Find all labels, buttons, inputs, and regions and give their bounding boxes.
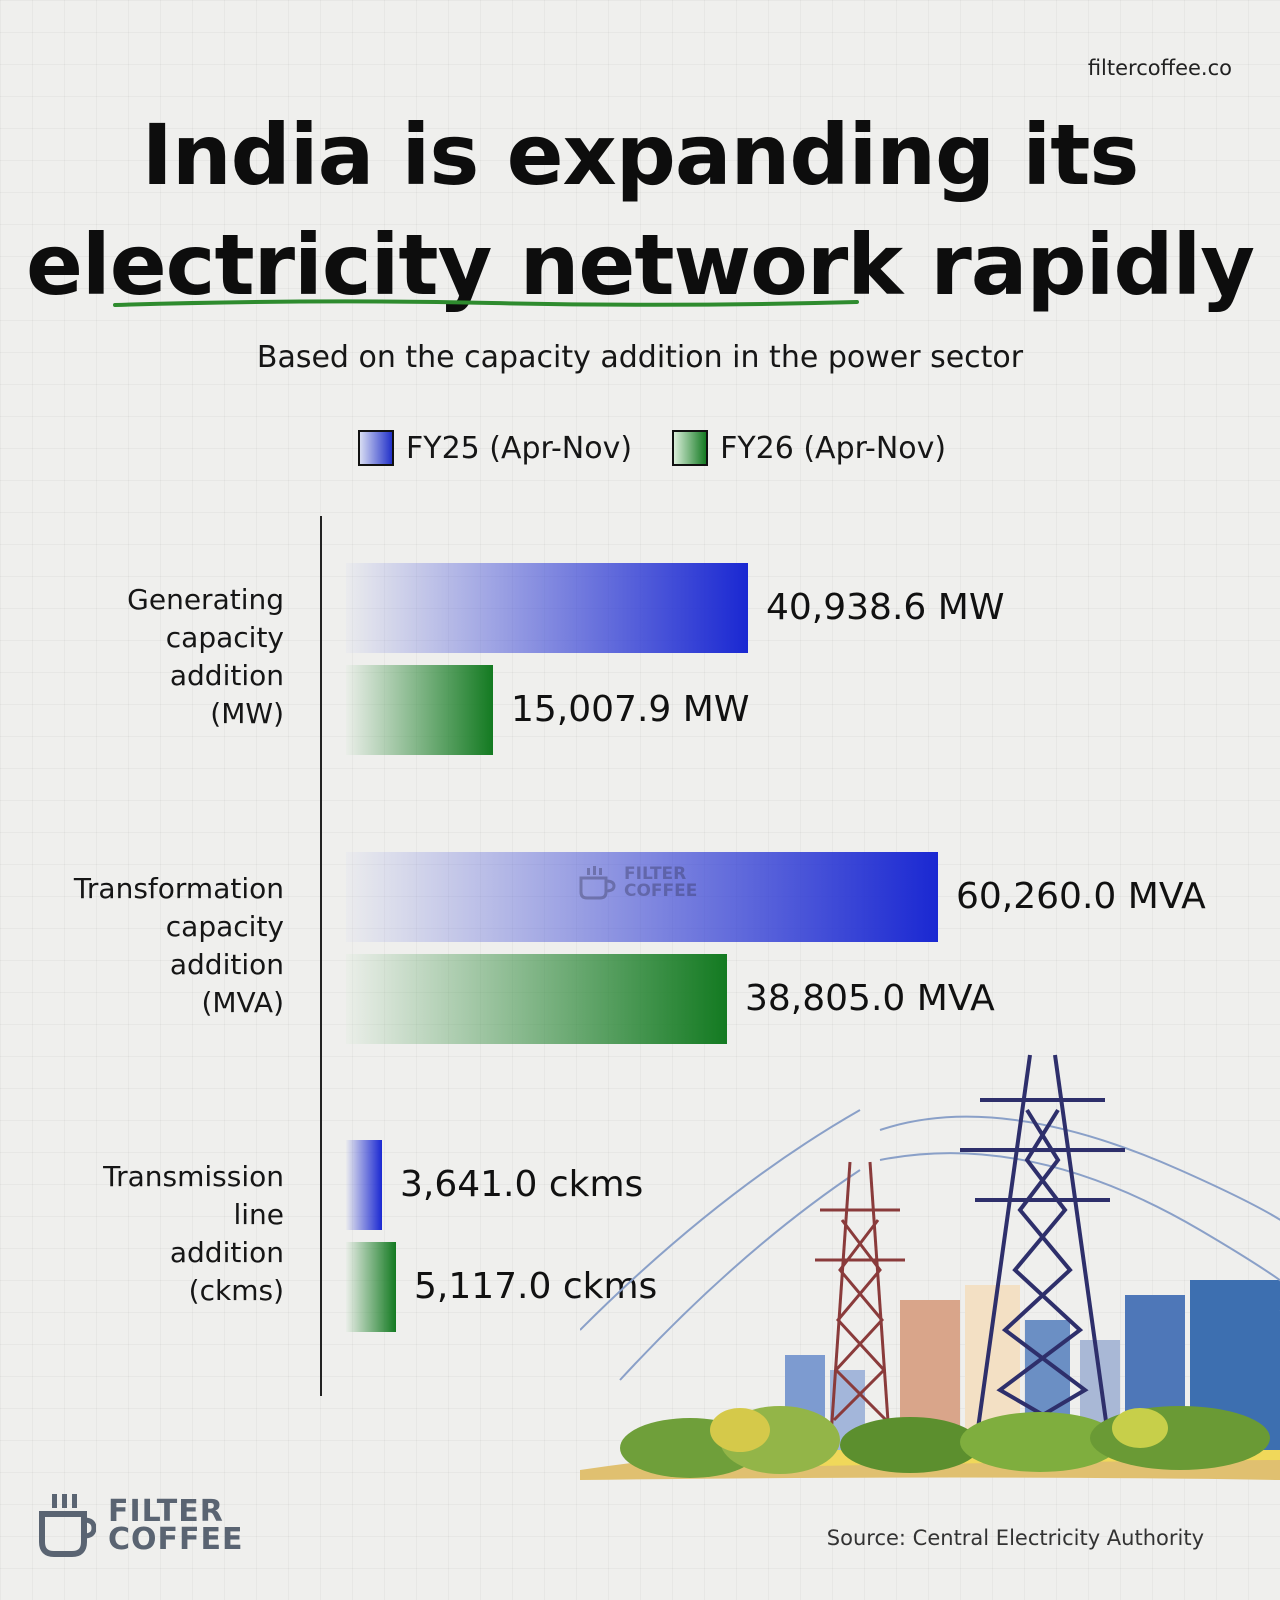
value-label-fy25-1: 40,938.6 MW [766,587,1005,628]
bar-fy26-3 [346,1242,396,1332]
value-label-fy25-2: 60,260.0 MVA [956,876,1206,917]
coffee-cup-icon [39,1494,96,1557]
bar-fy25-2 [346,852,938,942]
site-url: filtercoffee.co [1087,56,1232,80]
chart-subtitle: Based on the capacity addition in the po… [256,340,1024,375]
bar-fy26-1 [346,665,493,755]
category-label-3: Transmission line addition (ckms) [103,1160,284,1307]
brand-logo: FILTER COFFEE [38,1494,244,1558]
value-label-fy25-3: 3,641.0 ckms [400,1164,644,1205]
watermark-coffee-cup-icon [579,866,616,900]
watermark-text-2: COFFEE [624,881,698,901]
logo-text-1: FILTER [108,1494,224,1529]
category-label-2: Transformation capacity addition (MVA) [73,872,284,1019]
legend-item-fy25: FY25 (Apr-Nov) [358,430,632,466]
legend-item-fy26: FY26 (Apr-Nov) [672,430,946,466]
transmission-towers-illustration [580,1054,1280,1480]
value-label-fy26-1: 15,007.9 MW [511,689,750,730]
value-label-fy26-2: 38,805.0 MVA [745,978,995,1019]
page-title: India is expanding its electricity netwo… [0,100,1280,320]
watermark: FILTER COFFEE [578,866,697,900]
bar-fy25-3 [346,1140,382,1230]
watermark-text-1: FILTER [624,864,687,884]
bar-fy26-2 [346,954,727,1044]
value-label-fy26-3: 5,117.0 ckms [414,1266,658,1307]
source-note: Source: Central Electricity Authority [826,1526,1204,1550]
title-line-1: India is expanding its [141,106,1140,204]
legend-swatch-fy25 [358,430,394,466]
legend-label-fy25: FY25 (Apr-Nov) [406,430,633,466]
legend-label-fy26: FY26 (Apr-Nov) [720,430,947,466]
bar-fy25-1 [346,563,748,653]
category-axis-line [320,516,322,1396]
legend: FY25 (Apr-Nov) FY26 (Apr-Nov) [358,428,946,468]
title-line-2: electricity network rapidly [25,216,1255,314]
title-underline [113,299,859,307]
category-label-1: Generating capacity addition (MW) [127,583,284,730]
logo-text-2: COFFEE [108,1522,244,1557]
legend-swatch-fy26 [672,430,709,466]
